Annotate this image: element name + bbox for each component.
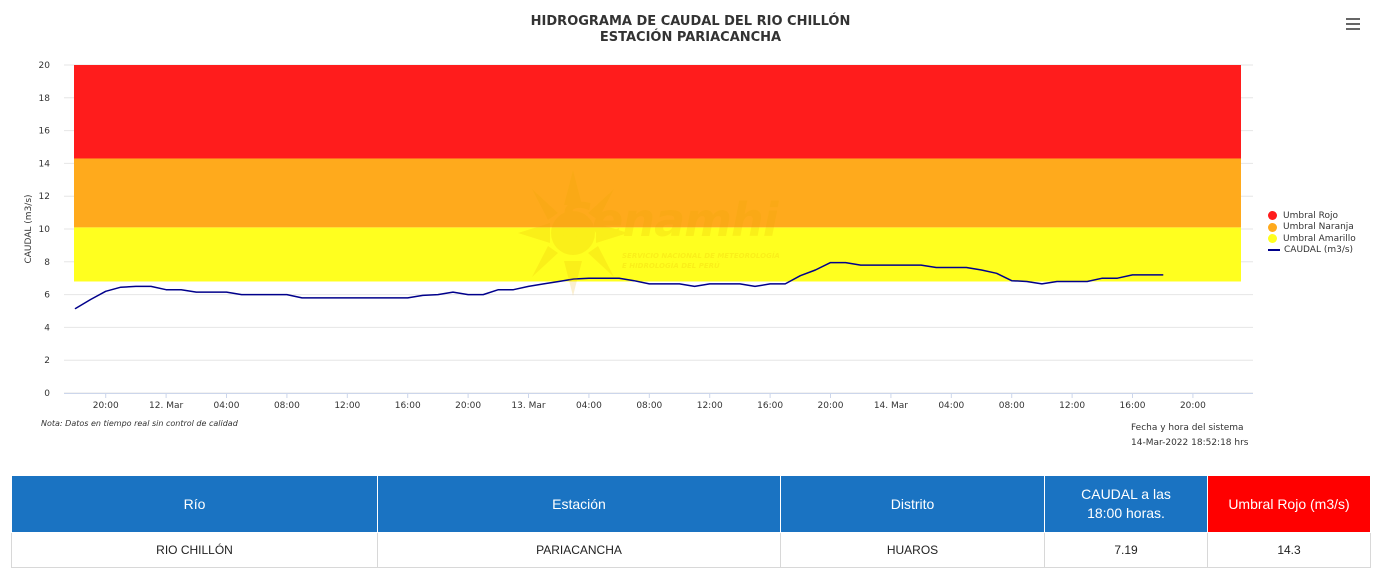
- hydrograph-chart: 0 2 4 6 8 10 12 14 16 18 20 20:00 12. Mar 04:00 08:00 1…: [0, 14, 1381, 451]
- header-estacion: Estación: [377, 475, 781, 533]
- table-header-row: Río Estación Distrito CAUDAL a las 18:00…: [11, 475, 1371, 533]
- legend-label: Umbral Amarillo: [1283, 233, 1356, 244]
- x-tick-label: 04:00: [214, 401, 240, 411]
- x-tick-label: 16:00: [757, 401, 783, 411]
- cell-distrito: HUAROS: [780, 532, 1045, 568]
- legend-dot-icon: [1268, 234, 1277, 244]
- x-tick-label: 20:00: [1180, 401, 1206, 411]
- chart-legend: Umbral Rojo Umbral Naranja Umbral Amaril…: [1268, 210, 1356, 256]
- series-line-caudal: [74, 261, 1164, 310]
- system-datetime: Fecha y hora del sistema 14-Mar-2022 18:…: [1131, 421, 1249, 451]
- system-datetime-value: 14-Mar-2022 18:52:18 hrs: [1131, 438, 1249, 448]
- y-tick-label: 0: [44, 389, 50, 399]
- y-tick-label: 20: [39, 61, 51, 71]
- header-caudal-line1: CAUDAL a las: [1081, 486, 1171, 502]
- x-tick-label: 13. Mar: [511, 401, 545, 411]
- legend-item-umbral-naranja[interactable]: Umbral Naranja: [1268, 222, 1356, 234]
- x-tick-label: 20:00: [818, 401, 844, 411]
- menu-bar: [1346, 23, 1360, 25]
- table-row: RIO CHILLÓN PARIACANCHA HUAROS 7.19 14.3: [11, 532, 1371, 568]
- x-tick-label: 12:00: [697, 401, 723, 411]
- y-tick-label: 12: [39, 192, 50, 202]
- threshold-band-umbral-rojo: [74, 65, 1241, 159]
- legend-dot-icon: [1268, 211, 1277, 221]
- chart-canvas: 0 2 4 6 8 10 12 14 16 18 20 20:00 12. Mar 04:00 08:00 1…: [24, 61, 1253, 411]
- menu-bar: [1346, 28, 1360, 30]
- x-tick-label: 20:00: [93, 401, 119, 411]
- menu-bar: [1346, 18, 1360, 20]
- cell-caudal: 7.19: [1044, 532, 1208, 568]
- x-tick-label: 20:00: [455, 401, 481, 411]
- header-distrito: Distrito: [780, 475, 1045, 533]
- threshold-band-umbral-naranja: [74, 158, 1241, 228]
- y-tick-label: 14: [39, 159, 51, 169]
- legend-item-umbral-amarillo[interactable]: Umbral Amarillo: [1268, 233, 1356, 245]
- y-tick-label: 6: [44, 291, 50, 301]
- quality-note: Nota: Datos en tiempo real sin control d…: [41, 419, 238, 428]
- x-tick-label: 08:00: [274, 401, 300, 411]
- x-tick-label: 12:00: [334, 401, 360, 411]
- y-tick-label: 4: [44, 323, 50, 333]
- x-tick-label: 16:00: [1120, 401, 1146, 411]
- legend-item-caudal[interactable]: CAUDAL (m3/s): [1268, 245, 1356, 257]
- legend-dot-icon: [1268, 222, 1277, 232]
- legend-line-icon: [1268, 249, 1280, 252]
- x-tick-label: 12:00: [1059, 401, 1085, 411]
- y-tick-label: 8: [44, 258, 50, 268]
- cell-estacion: PARIACANCHA: [377, 532, 781, 568]
- header-caudal-line2: 18:00 horas.: [1087, 505, 1165, 521]
- y-tick-label: 18: [39, 94, 51, 104]
- y-tick-label: 2: [44, 356, 50, 366]
- x-tick-label: 04:00: [938, 401, 964, 411]
- chart-title-line1: HIDROGRAMA DE CAUDAL DEL RIO CHILLÓN: [530, 14, 851, 29]
- legend-label: CAUDAL (m3/s): [1284, 245, 1354, 256]
- header-umbral-rojo: Umbral Rojo (m3/s): [1207, 475, 1371, 533]
- x-tick-label: 16:00: [395, 401, 421, 411]
- legend-label: Umbral Rojo: [1283, 210, 1339, 221]
- cell-umbral: 14.3: [1207, 532, 1371, 568]
- station-info-table: Río Estación Distrito CAUDAL a las 18:00…: [11, 475, 1371, 568]
- cell-rio: RIO CHILLÓN: [11, 532, 378, 568]
- threshold-band-umbral-amarillo: [74, 227, 1241, 282]
- chart-title-line2: ESTACIÓN PARIACANCHA: [599, 30, 782, 45]
- header-caudal: CAUDAL a las 18:00 horas.: [1044, 475, 1208, 533]
- y-tick-label: 10: [39, 225, 51, 235]
- chart-title: HIDROGRAMA DE CAUDAL DEL RIO CHILLÓN EST…: [0, 14, 1381, 46]
- x-tick-label: 12. Mar: [149, 401, 183, 411]
- x-tick-label: 04:00: [576, 401, 602, 411]
- x-tick-label: 08:00: [999, 401, 1025, 411]
- y-axis-title: CAUDAL (m3/s): [24, 194, 34, 263]
- legend-item-umbral-rojo[interactable]: Umbral Rojo: [1268, 210, 1356, 222]
- system-datetime-label: Fecha y hora del sistema: [1131, 423, 1244, 433]
- x-tick-label: 08:00: [636, 401, 662, 411]
- x-tick-label: 14. Mar: [874, 401, 908, 411]
- y-tick-label: 16: [39, 127, 51, 137]
- header-rio: Río: [11, 475, 378, 533]
- hamburger-menu-icon[interactable]: [1346, 18, 1360, 30]
- legend-label: Umbral Naranja: [1283, 222, 1354, 233]
